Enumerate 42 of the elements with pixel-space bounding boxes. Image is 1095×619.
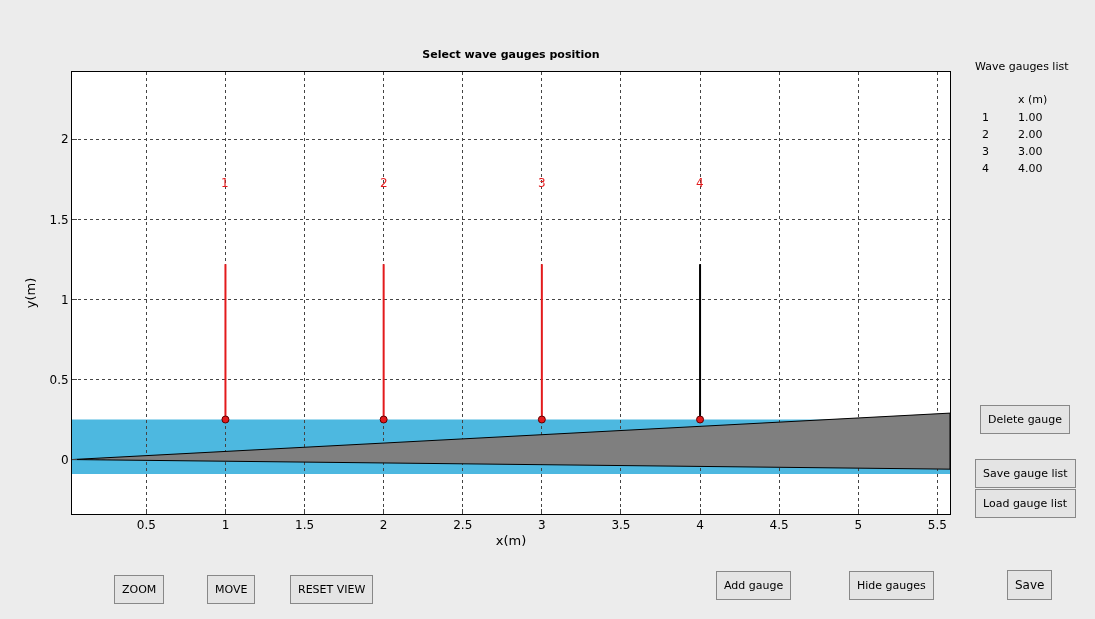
x-tick-label: 3.5 (611, 518, 631, 533)
y-tick-label: 0 (60, 452, 69, 467)
y-tick-label: 0.5 (49, 372, 69, 387)
x-tick-label: 0.5 (136, 518, 156, 533)
annotation: 3 (538, 176, 546, 190)
x-tick-label: 3 (538, 518, 546, 533)
annotation: 2 (380, 176, 388, 190)
y-tick-label: 1 (60, 292, 69, 307)
text: 1 (982, 111, 989, 124)
text: Load gauge list (983, 497, 1068, 510)
text: Delete gauge (988, 413, 1063, 426)
text: RESET VIEW (298, 583, 366, 596)
text: Add gauge (724, 579, 784, 592)
text: Hide gauges (857, 579, 927, 592)
x-tick-label: 4 (696, 518, 704, 533)
y-tick-label: 1.5 (49, 212, 69, 227)
text: MOVE (215, 583, 248, 596)
annotation: 1 (221, 176, 229, 190)
text: Save (1015, 578, 1045, 592)
x-tick-label: 2 (379, 518, 388, 533)
text: ZOOM (122, 583, 157, 596)
text: 4 (982, 162, 989, 175)
text: 2.00 (1018, 128, 1043, 141)
x-tick-label: 5.5 (927, 518, 947, 533)
text: 3.00 (1018, 145, 1043, 158)
x-tick-label: 5 (854, 518, 863, 533)
text: 3 (982, 145, 989, 158)
text: 1.00 (1018, 111, 1043, 124)
chart-title: Select wave gauges position (422, 47, 600, 61)
text: Wave gauges list (975, 60, 1070, 73)
x-tick-label: 1.5 (295, 518, 315, 533)
annotation: 4 (696, 176, 704, 190)
x-tick-label: 1 (221, 518, 230, 533)
x-axis-title: x(m) (495, 533, 527, 548)
y-tick-label: 2 (60, 132, 69, 147)
text: 4.00 (1018, 162, 1043, 175)
x-tick-label: 2.5 (453, 518, 473, 533)
text: 2 (982, 128, 989, 141)
text: x (m) (1018, 93, 1048, 106)
x-tick-label: 4.5 (769, 518, 789, 533)
text: Save gauge list (983, 467, 1069, 480)
y-axis-title: y(m) (23, 277, 39, 309)
